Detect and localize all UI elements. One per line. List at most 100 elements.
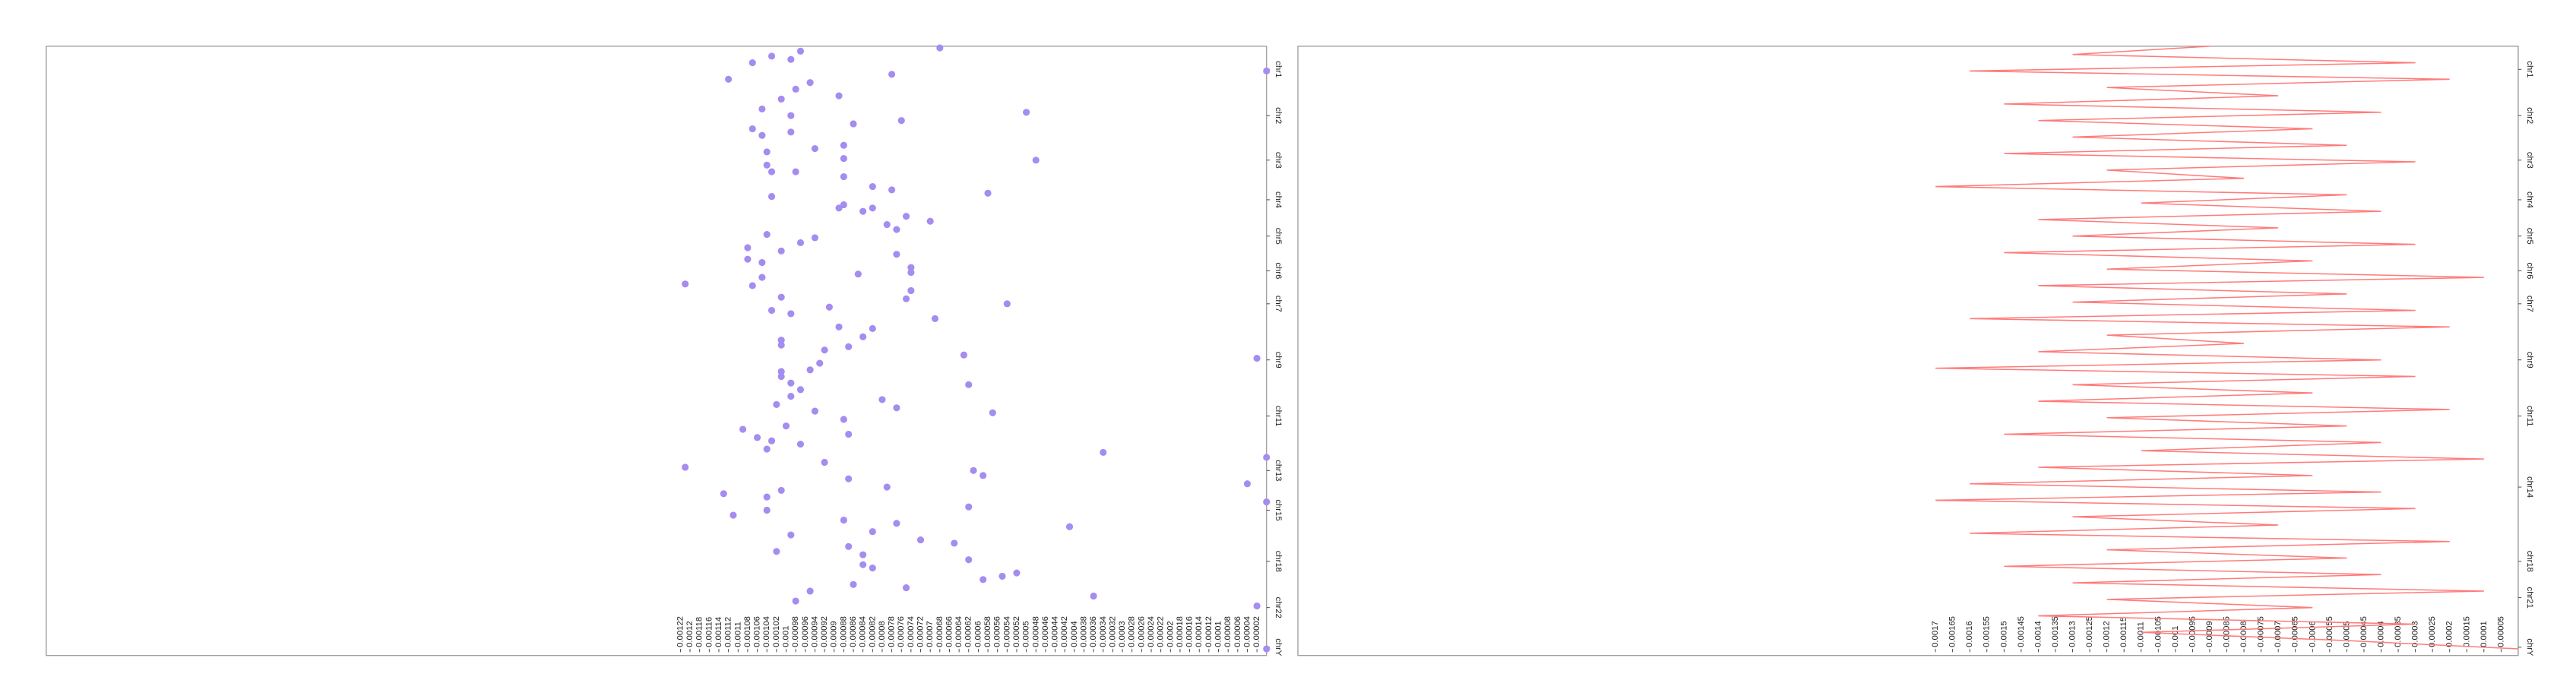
x-tick-label: 0.00145	[2017, 616, 2026, 647]
point	[840, 416, 847, 423]
y-tick-label: chr18	[1274, 551, 1283, 572]
x-tick-label: 0.00036	[1089, 616, 1098, 647]
point	[754, 434, 761, 441]
point	[845, 430, 853, 438]
x-tick-label: 0.00065	[2291, 616, 2300, 647]
point	[1032, 157, 1040, 164]
x-tick-label: 0.00116	[704, 617, 714, 647]
x-tick-label: 0.0007	[2274, 621, 2283, 647]
point	[763, 161, 771, 169]
point	[821, 346, 828, 354]
point	[777, 372, 785, 381]
point	[682, 280, 689, 288]
x-tick-label: 0.0003	[1118, 621, 1127, 647]
point	[806, 366, 814, 374]
point	[907, 268, 915, 277]
x-tick-label: 0.00122	[676, 616, 685, 647]
point	[859, 207, 867, 215]
x-tick-label: 0.0014	[2033, 621, 2043, 647]
point	[773, 548, 780, 555]
point	[744, 255, 752, 263]
point	[816, 359, 824, 367]
x-tick-label: 0.00072	[916, 616, 926, 647]
point	[777, 486, 785, 494]
point	[811, 145, 819, 153]
y-tick-label: chr1	[2525, 61, 2534, 77]
x-tick-label: 0.0002	[2445, 621, 2454, 647]
x-tick-label: 0.0002	[1166, 621, 1175, 647]
x-tick-label: 0.00002	[1252, 616, 1261, 647]
point	[869, 204, 876, 212]
point	[984, 189, 992, 197]
point	[883, 483, 891, 491]
point	[965, 381, 973, 388]
point	[758, 258, 766, 267]
point	[720, 490, 727, 498]
point	[893, 251, 900, 258]
point	[883, 220, 891, 229]
x-tick-label: 0.00032	[1108, 616, 1117, 647]
x-tick-label: 0.00088	[839, 616, 848, 647]
x-tick-label: 0.00054	[1002, 616, 1011, 647]
y-tick-label: chr14	[2525, 476, 2534, 498]
y-tick-label: chr5	[1274, 228, 1283, 245]
point	[1253, 602, 1261, 610]
point	[796, 47, 805, 55]
point	[787, 379, 795, 387]
y-tick-label: chr3	[1274, 152, 1283, 169]
y-tick-label: chr7	[1274, 296, 1283, 312]
point	[792, 168, 799, 176]
x-tick-label: 0.00026	[1137, 616, 1146, 647]
x-tick-label: 0.0013	[2068, 621, 2078, 647]
x-tick-label: 0.0006	[973, 621, 983, 647]
x-tick-label: 0.00068	[935, 616, 945, 647]
x-tick-label: 0.00085	[2222, 616, 2231, 647]
point	[850, 120, 857, 128]
x-tick-label: 0.00058	[983, 616, 992, 647]
x-tick-label: 0.001	[781, 626, 790, 647]
point	[845, 343, 853, 350]
x-tick-label: 0.0007	[926, 621, 935, 647]
x-tick-label: 0.0009	[830, 621, 839, 647]
x-tick-label: 0.00022	[1157, 616, 1166, 647]
x-tick-label: 0.00055	[2325, 616, 2334, 647]
x-tick-label: 0.00038	[1079, 616, 1088, 647]
x-tick-label: 0.00015	[2462, 616, 2471, 647]
point	[970, 467, 977, 474]
x-tick-label: 0.00125	[2085, 616, 2094, 647]
x-tick-label: 0.00104	[762, 616, 771, 647]
point	[854, 270, 862, 278]
y-tick-label: chr22	[1274, 597, 1283, 618]
y-tick-label: chr11	[1274, 406, 1283, 426]
x-tick-label: 0.0005	[2342, 621, 2351, 647]
x-tick-label: 0.00108	[743, 616, 752, 647]
point	[845, 542, 853, 550]
x-tick-label: 0.00092	[820, 616, 829, 647]
point	[931, 315, 939, 322]
y-tick-label: chr2	[1274, 107, 1283, 124]
x-tick-label: 0.00082	[868, 616, 877, 647]
x-tick-label: 0.0016	[1965, 621, 1974, 647]
point	[893, 226, 900, 233]
point	[916, 536, 925, 544]
point	[888, 71, 896, 78]
point	[739, 425, 747, 433]
point	[796, 239, 805, 247]
x-tick-label: 0.0001	[2479, 621, 2489, 647]
y-tick-label: chr18	[2525, 551, 2534, 572]
x-tick-label: 0.00008	[1223, 616, 1233, 647]
point	[989, 409, 996, 416]
x-tick-label: 0.00006	[1233, 616, 1242, 647]
x-tick-label: 0.00016	[1185, 616, 1195, 647]
y-tick-label: chr7	[2525, 296, 2534, 312]
point	[840, 141, 847, 149]
x-tick-label: 0.00106	[753, 616, 762, 647]
point	[763, 493, 771, 501]
x-tick-label: 0.00052	[1012, 616, 1021, 647]
x-tick-label: 0.0011	[2137, 622, 2146, 647]
x-tick-label: 0.00118	[695, 617, 704, 647]
x-tick-label: 0.00102	[772, 616, 781, 647]
x-tick-label: 0.00014	[1195, 616, 1204, 647]
point	[682, 463, 689, 471]
point	[1263, 498, 1271, 506]
